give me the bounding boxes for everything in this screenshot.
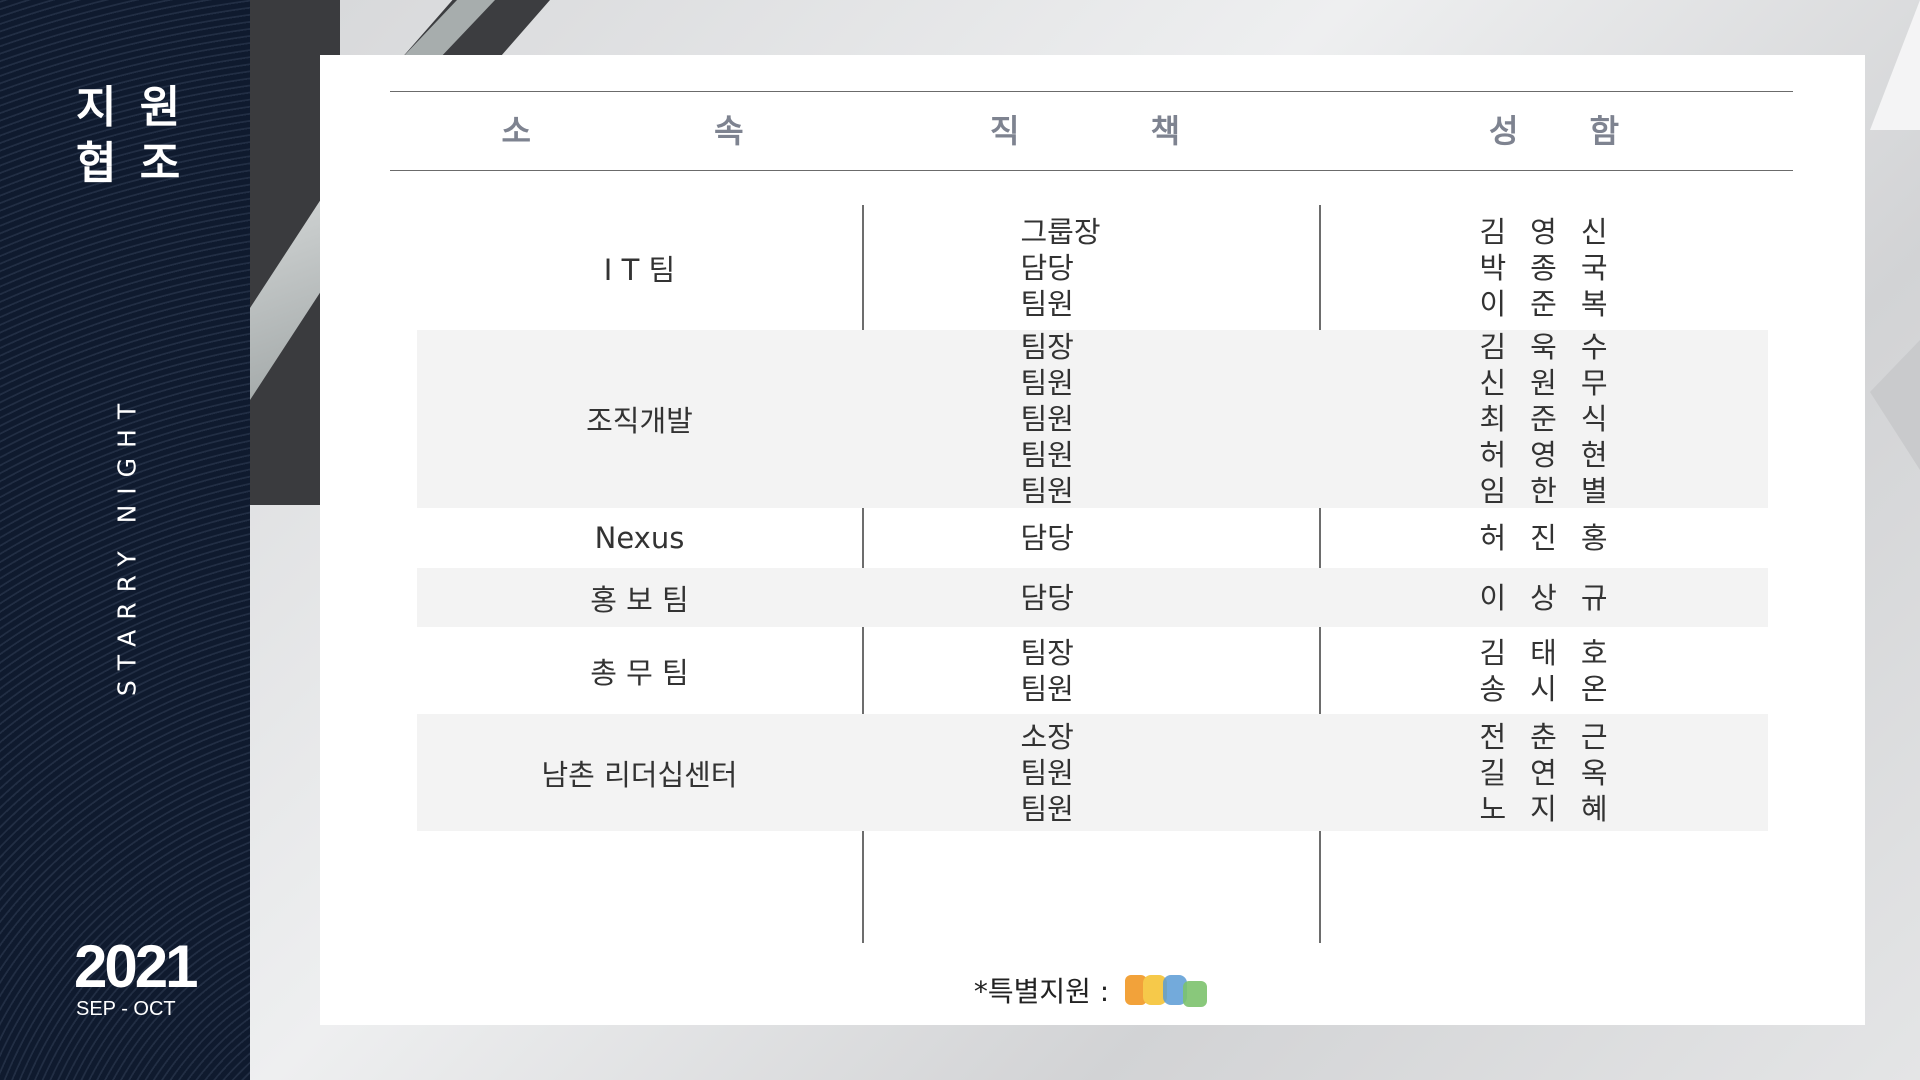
- name-text: 김욱수: [1479, 330, 1632, 364]
- dept-cell: 총 무 팀: [590, 655, 689, 690]
- name-text: 송시온: [1479, 671, 1632, 706]
- sidebar: 지 원 협 조 STARRY NIGHT 2021 SEP - OCT: [0, 0, 250, 1080]
- sidebar-title-line1: 지 원: [76, 82, 185, 133]
- sidebar-vertical-text: STARRY NIGHT: [112, 393, 142, 697]
- name-text: 김태호: [1479, 635, 1632, 670]
- table-row: 조직개발 팀장 팀원 팀원 팀원 팀원 김욱수 신원무 최준식 허영현 임한별: [417, 330, 1768, 508]
- name-text: 최준식: [1479, 402, 1632, 436]
- position-text: 팀원: [1020, 755, 1074, 790]
- position-cell: 담당: [862, 568, 1319, 627]
- position-text: 소장: [1020, 719, 1074, 754]
- table-row: 남촌 리더십센터 소장 팀원 팀원 전춘근 길연옥 노지혜: [417, 714, 1768, 831]
- name-cell: 전춘근 길연옥 노지혜: [1319, 714, 1768, 831]
- position-text: 팀원: [1020, 671, 1074, 706]
- footer: *특별지원 :: [320, 965, 1865, 1015]
- dept-cell: Nexus: [594, 521, 685, 555]
- position-text: 팀원: [1020, 286, 1074, 321]
- name-text: 신원무: [1479, 366, 1632, 400]
- name-text: 길연옥: [1479, 755, 1632, 790]
- name-cell: 김영신 박종국 이준복: [1319, 205, 1768, 330]
- name-cell: 김욱수 신원무 최준식 허영현 임한별: [1319, 330, 1768, 508]
- table-row: 홍 보 팀 담당 이상규: [417, 568, 1768, 627]
- name-text: 허진홍: [1479, 521, 1632, 555]
- name-text: 김영신: [1479, 214, 1632, 249]
- header-affiliation: 소 속: [501, 112, 830, 150]
- dept-cell: 남촌 리더십센터: [541, 757, 738, 792]
- name-text: 전춘근: [1479, 719, 1632, 754]
- table-row: Nexus 담당 허진홍: [417, 508, 1768, 568]
- name-cell: 이상규: [1319, 568, 1768, 627]
- position-cell: 팀장 팀원: [862, 627, 1319, 714]
- position-cell: 팀장 팀원 팀원 팀원 팀원: [862, 330, 1319, 508]
- position-text: 담당: [1020, 521, 1074, 555]
- special-support-note: *특별지원 :: [973, 975, 1110, 1008]
- header-name: 성 함: [1488, 112, 1650, 150]
- position-text: 팀원: [1020, 791, 1074, 826]
- position-text: 팀장: [1020, 330, 1074, 364]
- position-text: 팀원: [1020, 474, 1074, 508]
- name-text: 박종국: [1479, 250, 1632, 285]
- name-cell: 허진홍: [1319, 508, 1768, 568]
- dept-cell: 조직개발: [586, 404, 693, 438]
- position-cell: 그룹장 담당 팀원: [862, 205, 1319, 330]
- sponsor-logo-icon: [1125, 975, 1208, 1007]
- position-text: 담당: [1020, 250, 1074, 285]
- position-text: 팀원: [1020, 402, 1074, 436]
- name-text: 노지혜: [1479, 791, 1632, 826]
- name-text: 이상규: [1479, 580, 1632, 615]
- position-text: 담당: [1020, 580, 1074, 615]
- dept-cell: I T 팀: [603, 252, 676, 287]
- sidebar-title-line2: 협 조: [76, 138, 185, 189]
- table-row: 총 무 팀 팀장 팀원 김태호 송시온: [417, 627, 1768, 714]
- table-header: 소 속 직 책 성 함: [390, 91, 1793, 171]
- content-card: 소 속 직 책 성 함 I T 팀 그룹장 담당 팀원 김영신 박종국 이준복 조직개발 팀장 팀…: [320, 55, 1865, 1025]
- name-text: 이준복: [1479, 286, 1632, 321]
- bg-shape: [1870, 0, 1920, 130]
- position-cell: 소장 팀원 팀원: [862, 714, 1319, 831]
- position-cell: 담당: [862, 508, 1319, 568]
- position-text: 그룹장: [1020, 214, 1101, 249]
- sidebar-period: SEP - OCT: [76, 998, 176, 1020]
- sidebar-year: 2021: [74, 933, 198, 1000]
- table-row: I T 팀 그룹장 담당 팀원 김영신 박종국 이준복: [417, 205, 1768, 330]
- name-cell: 김태호 송시온: [1319, 627, 1768, 714]
- position-text: 팀원: [1020, 366, 1074, 400]
- name-text: 임한별: [1479, 474, 1632, 508]
- name-text: 허영현: [1479, 438, 1632, 472]
- bg-shape: [1870, 340, 1920, 470]
- sidebar-title: 지 원 협 조: [76, 80, 196, 192]
- dept-cell: 홍 보 팀: [590, 582, 689, 617]
- position-text: 팀장: [1020, 635, 1074, 670]
- position-text: 팀원: [1020, 438, 1074, 472]
- header-position: 직 책: [989, 112, 1241, 150]
